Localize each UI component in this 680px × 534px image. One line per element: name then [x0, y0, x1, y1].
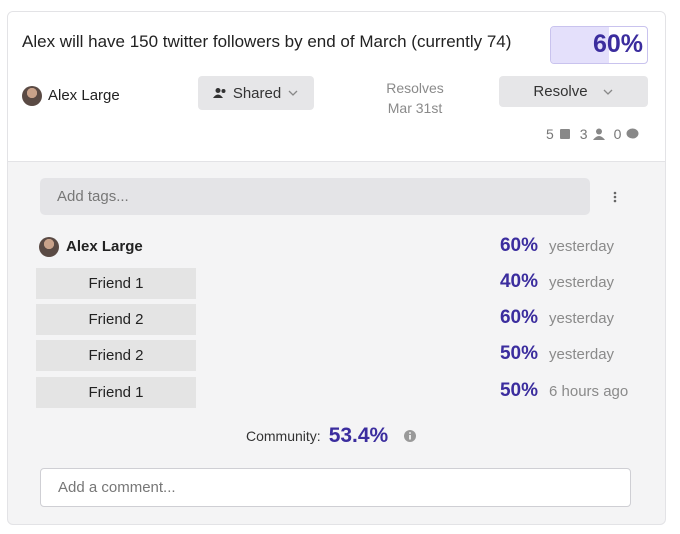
forecast-value: 50% [499, 380, 538, 401]
forecaster-name: Friend 1 [36, 377, 196, 408]
forecast-count: 5 [546, 126, 554, 142]
author-avatar [22, 86, 42, 106]
forecast-value: 60% [499, 235, 538, 256]
share-button[interactable]: Shared [198, 76, 314, 110]
tags-placeholder: Add tags... [57, 188, 129, 205]
community-label: Community: [246, 428, 321, 444]
resolve-label: Resolve [533, 83, 588, 100]
author-name: Alex Large [48, 87, 120, 104]
tags-input[interactable]: Add tags... [40, 178, 590, 215]
comment-input[interactable]: Add a comment... [40, 468, 631, 507]
forecast-time: yesterday [549, 310, 615, 327]
forecaster-count: 3 [579, 126, 588, 142]
comment-icon [626, 128, 639, 139]
forecaster-name: Friend 2 [36, 340, 196, 371]
community-row: Community: 53.4% [246, 424, 417, 448]
forecast-value: 40% [499, 271, 538, 292]
forecast-icon [559, 129, 570, 139]
resolves-date: Mar 31st [387, 100, 443, 116]
forecast-value: 60% [499, 307, 538, 328]
prediction-box[interactable]: 60% [550, 26, 648, 64]
prediction-label: 60% [592, 30, 643, 58]
resolves-label: Resolves [386, 80, 444, 96]
person-icon [592, 128, 605, 140]
comment-placeholder: Add a comment... [58, 479, 176, 496]
community-value: 53.4% [328, 424, 389, 447]
resolves-info: Resolves Mar 31st [365, 78, 465, 118]
forecaster-avatar [39, 237, 59, 257]
people-icon [212, 88, 226, 98]
share-label: Shared [232, 84, 282, 102]
chevron [288, 90, 298, 96]
forecaster-name: Friend 2 [36, 304, 196, 335]
more-menu[interactable] [610, 189, 620, 205]
resolve-button[interactable]: Resolve [499, 76, 648, 107]
forecast-time: yesterday [549, 346, 615, 363]
forecast-time: yesterday [549, 238, 615, 255]
chevron [603, 89, 613, 95]
forecast-time: 6 hours ago [549, 383, 629, 400]
forecast-value: 50% [499, 343, 538, 364]
question-title: Alex will have 150 twitter followers by … [22, 32, 512, 51]
prediction-fill [551, 27, 609, 63]
info-icon[interactable] [403, 429, 417, 443]
forecaster-name: Alex Large [66, 238, 143, 255]
forecaster-name: Friend 1 [36, 268, 196, 299]
comment-count: 0 [613, 126, 622, 142]
counts: 5 3 0 [546, 126, 639, 142]
forecast-time: yesterday [549, 274, 615, 291]
